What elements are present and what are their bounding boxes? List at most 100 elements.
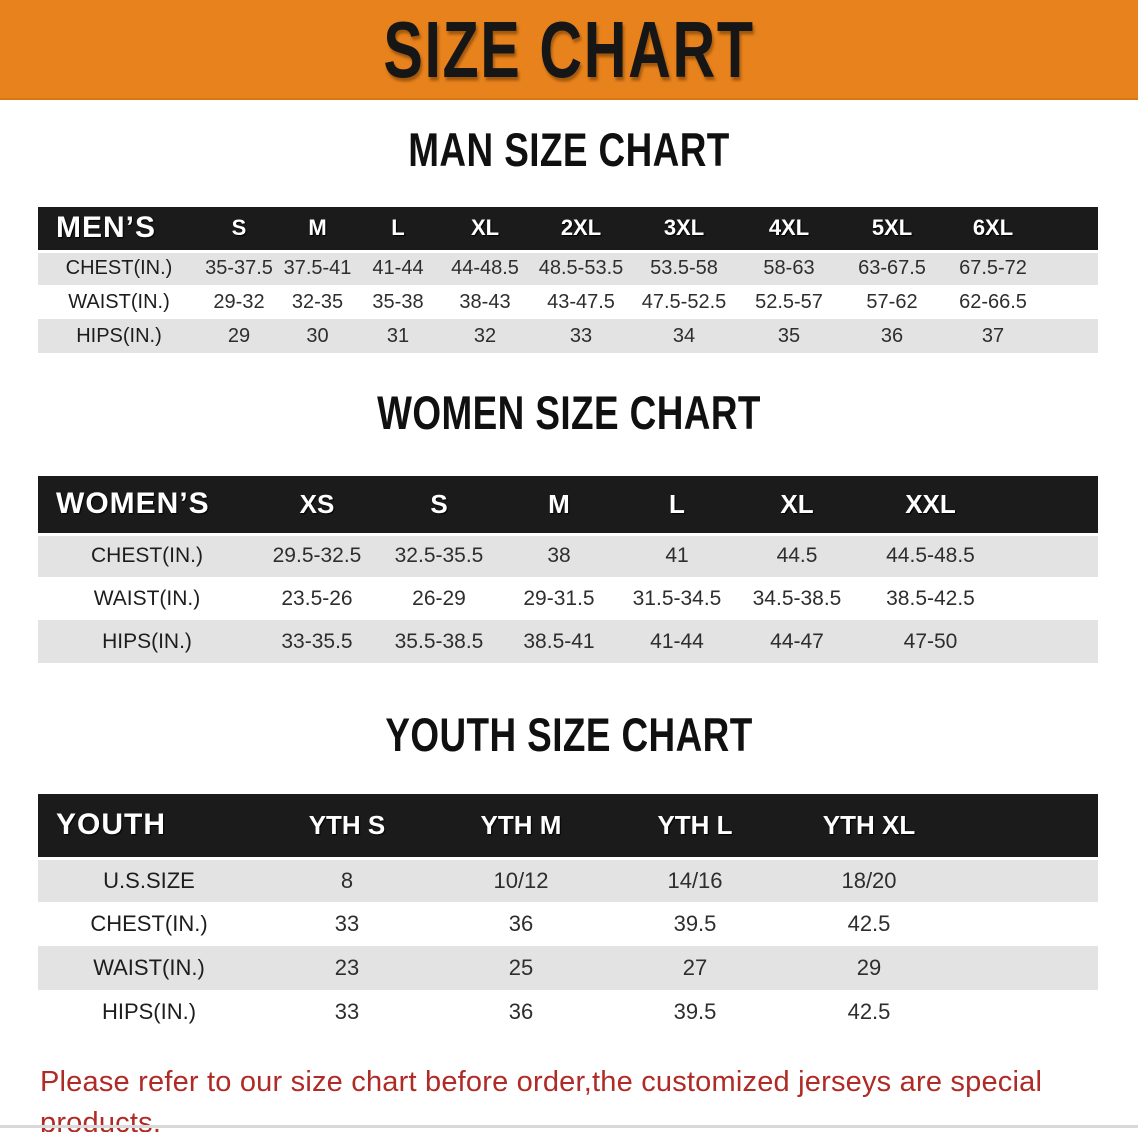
col-header: YTH L (608, 794, 782, 860)
size-value: 63-67.5 (858, 257, 926, 280)
row-label: WAIST(IN.) (93, 955, 205, 980)
youth-size-table: YOUTH YTH S YTH M YTH L YTH XL U.S.SIZE … (38, 794, 1098, 1034)
disclaimer-line-1: Please refer to our size chart before or… (40, 1066, 1043, 1132)
men-table-header: MEN’S S M L XL 2XL 3XL 4XL 5XL 6XL (38, 207, 1098, 253)
size-value: 44.5-48.5 (886, 544, 975, 568)
size-value: 41-44 (650, 629, 704, 653)
col-header: XS (256, 476, 378, 536)
col-header-filler (1003, 476, 1098, 536)
size-value: 39.5 (673, 911, 717, 936)
size-value: 29.5-32.5 (272, 544, 362, 568)
size-value-filler (956, 946, 1098, 990)
size-value: 42.5 (847, 911, 891, 936)
size-value: 57-62 (866, 290, 918, 313)
size-value: 38-43 (459, 290, 511, 313)
size-value: 37.5-41 (283, 257, 352, 280)
col-header: M (278, 207, 357, 253)
size-value: 52.5-57 (755, 290, 823, 313)
size-value: 39.5 (673, 999, 717, 1024)
size-value-filler (1043, 251, 1098, 285)
size-value: 44-48.5 (451, 257, 519, 280)
size-value-filler (956, 858, 1098, 902)
size-value: 53.5-58 (650, 257, 718, 280)
row-label: CHEST(IN.) (65, 257, 173, 280)
size-value: 30 (306, 324, 329, 347)
size-value: 8 (340, 867, 354, 893)
size-value: 18/20 (841, 867, 897, 893)
size-value: 35 (777, 324, 801, 347)
col-header: YTH M (434, 794, 608, 860)
table-row: WAIST(IN.) 23 25 27 29 (38, 946, 1098, 990)
size-value: 35-38 (372, 290, 424, 313)
size-value: 25 (508, 955, 534, 980)
size-value: 32 (473, 324, 497, 347)
size-value: 43-47.5 (547, 290, 615, 313)
size-value: 41 (665, 544, 689, 568)
size-value: 31 (386, 324, 410, 347)
col-header: YTH XL (782, 794, 956, 860)
col-header: L (618, 476, 736, 536)
size-value: 62-66.5 (959, 290, 1027, 313)
col-header: 6XL (943, 207, 1043, 253)
size-value: 37 (981, 324, 1005, 347)
men-section-title: MAN SIZE CHART (0, 124, 1138, 185)
size-value: 47-50 (903, 629, 958, 653)
size-value: 44.5 (776, 544, 818, 568)
size-value: 47.5-52.5 (641, 290, 727, 313)
row-label: HIPS(IN.) (102, 629, 192, 653)
row-label: HIPS(IN.) (101, 999, 197, 1024)
size-value: 32.5-35.5 (394, 544, 484, 568)
disclaimer-note: Please refer to our size chart before or… (40, 1062, 1118, 1132)
size-value: 36 (880, 324, 904, 347)
col-header-filler (956, 794, 1098, 860)
size-value: 29-31.5 (523, 586, 595, 610)
women-section-title-text: WOMEN SIZE CHART (377, 385, 761, 440)
bottom-divider (0, 1125, 1138, 1128)
size-value: 42.5 (847, 999, 891, 1024)
size-value: 33 (334, 999, 360, 1024)
size-value: 10/12 (493, 867, 549, 893)
table-row: WAIST(IN.) 29-32 32-35 35-38 38-43 43-47… (38, 285, 1098, 319)
women-table-header: WOMEN’S XS S M L XL XXL (38, 476, 1098, 536)
row-label: HIPS(IN.) (76, 324, 162, 347)
size-value: 38.5-42.5 (886, 586, 975, 610)
size-value-filler (1003, 620, 1098, 663)
col-header: XL (736, 476, 858, 536)
size-value: 32-35 (291, 290, 344, 313)
col-header: XL (439, 207, 531, 253)
size-value: 36 (508, 999, 534, 1024)
size-value: 23 (334, 955, 360, 980)
col-header: S (200, 207, 278, 253)
size-value-filler (1003, 534, 1098, 577)
size-value-filler (1043, 319, 1098, 353)
col-header: S (378, 476, 500, 536)
women-size-table: WOMEN’S XS S M L XL XXL CHEST(IN.) 29.5-… (38, 476, 1098, 663)
table-row: WAIST(IN.) 23.5-26 26-29 29-31.5 31.5-34… (38, 577, 1098, 620)
size-value: 34.5-38.5 (752, 586, 842, 610)
size-value-filler (1003, 577, 1098, 620)
size-value: 33 (334, 911, 360, 936)
size-value: 29-32 (213, 290, 265, 313)
youth-section-title-text: YOUTH SIZE CHART (385, 707, 753, 762)
women-group-label: WOMEN’S (38, 476, 256, 536)
col-header: 4XL (737, 207, 841, 253)
col-header: 2XL (531, 207, 631, 253)
col-header: 5XL (841, 207, 943, 253)
table-row: HIPS(IN.) 33 36 39.5 42.5 (38, 990, 1098, 1034)
size-value: 58-63 (763, 257, 815, 280)
size-value: 33 (569, 324, 593, 347)
size-value: 27 (682, 955, 708, 980)
size-value: 31.5-34.5 (632, 586, 722, 610)
banner: SIZE CHART (0, 0, 1138, 100)
size-value: 23.5-26 (281, 586, 353, 610)
size-value: 67.5-72 (959, 257, 1027, 280)
table-row: CHEST(IN.) 29.5-32.5 32.5-35.5 38 41 44.… (38, 534, 1098, 577)
table-row: CHEST(IN.) 33 36 39.5 42.5 (38, 902, 1098, 946)
col-header: YTH S (260, 794, 434, 860)
size-value: 44-47 (770, 629, 824, 653)
size-value: 34 (672, 324, 696, 347)
men-group-label: MEN’S (38, 207, 200, 253)
col-header-filler (1043, 207, 1098, 253)
table-row: U.S.SIZE 8 10/12 14/16 18/20 (38, 858, 1098, 902)
